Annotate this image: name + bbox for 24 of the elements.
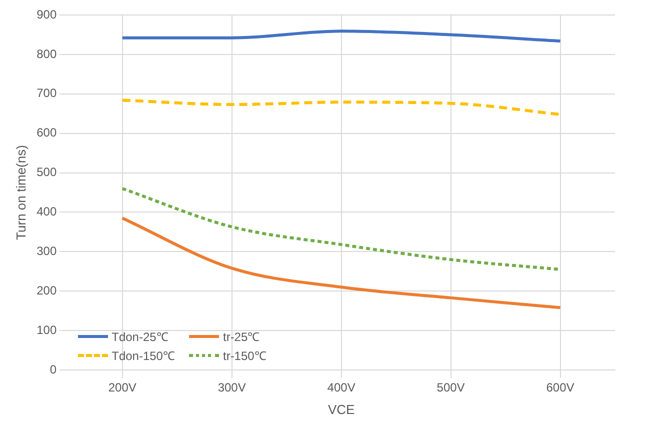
y-tick-label: 400 — [36, 204, 57, 219]
x-tick-label: 600V — [546, 380, 574, 395]
legend-label: Tdon-25℃ — [112, 329, 168, 345]
legend-label: Tdon-150℃ — [112, 348, 175, 364]
x-tick-label: 200V — [108, 380, 136, 395]
y-tick-label: 200 — [36, 283, 57, 298]
y-tick-label: 700 — [36, 86, 57, 100]
y-tick-label: 500 — [36, 165, 57, 180]
y-tick-label: 900 — [36, 7, 57, 22]
line-series — [120, 98, 562, 116]
y-tick-label: 0 — [50, 362, 57, 376]
legend-label: tr-150℃ — [222, 348, 266, 364]
y-tick-label: 600 — [36, 126, 57, 140]
y-axis-title: Turn on time(ns) — [13, 145, 28, 240]
x-tick-label: 400V — [327, 380, 356, 395]
x-axis-title: VCE — [328, 402, 356, 417]
y-tick-label: 800 — [36, 46, 57, 61]
y-tick-label: 300 — [36, 244, 57, 258]
x-tick-label: 300V — [218, 380, 246, 395]
line-series — [120, 30, 562, 43]
x-tick-label: 500V — [436, 380, 465, 395]
y-tick-label: 100 — [36, 322, 57, 337]
legend-label: tr-25℃ — [222, 329, 260, 345]
line-series — [120, 216, 562, 310]
